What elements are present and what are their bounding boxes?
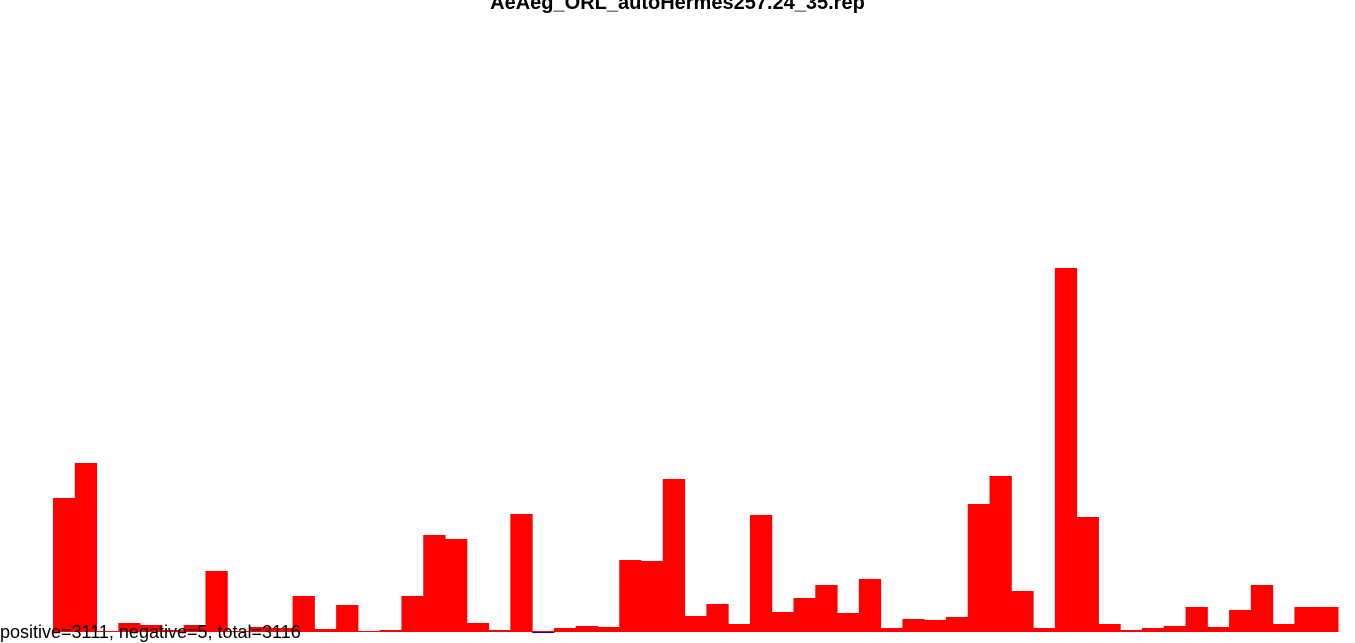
positive-bar — [466, 623, 490, 632]
positive-bar — [314, 629, 337, 632]
positive-bar — [728, 624, 751, 632]
positive-bar — [488, 630, 511, 632]
positive-bar — [96, 631, 119, 632]
positive-bar — [140, 625, 163, 632]
positive-bar — [1185, 607, 1208, 632]
positive-bar — [989, 476, 1012, 632]
positive-bar — [118, 623, 141, 632]
positive-bar — [880, 628, 903, 632]
positive-bar — [793, 598, 816, 632]
positive-bar — [249, 627, 272, 632]
positive-bar — [1076, 517, 1099, 632]
positive-bar — [945, 617, 969, 632]
positive-bar — [1294, 607, 1317, 632]
positive-bar — [379, 630, 402, 632]
negative-bars — [532, 632, 555, 633]
positive-bar — [1033, 628, 1056, 632]
positive-bar — [510, 514, 533, 632]
positive-bar — [1141, 628, 1165, 632]
negative-bar — [532, 632, 555, 633]
summary-counts: positive=3111, negative=5, total=3116 — [0, 622, 301, 642]
positive-bar — [619, 560, 642, 632]
positive-bar — [706, 604, 729, 632]
positive-bar — [597, 627, 620, 632]
positive-bar — [662, 479, 686, 632]
positive-bar — [837, 613, 860, 632]
positive-bar — [924, 620, 947, 632]
positive-bar — [684, 616, 707, 632]
positive-bar — [183, 625, 206, 632]
chart-title: AeAeg_ORL_autoHermes257.24_35.rep — [490, 0, 865, 14]
positive-bar — [902, 619, 925, 632]
positive-bar — [270, 628, 294, 632]
positive-bar — [357, 631, 381, 632]
positive-bar — [1207, 627, 1230, 632]
positive-bar — [553, 628, 577, 632]
positive-bar — [227, 631, 250, 632]
positive-bar — [1011, 591, 1034, 632]
positive-bar — [815, 585, 838, 632]
positive-bar — [1054, 268, 1078, 632]
positive-bar — [1229, 610, 1252, 632]
positive-bar — [1098, 624, 1121, 632]
positive-bar — [749, 515, 773, 632]
positive-bar — [771, 612, 795, 632]
positive-bar — [1120, 630, 1143, 632]
positive-bar — [292, 596, 315, 632]
positive-bar — [575, 626, 598, 632]
positive-bar — [401, 596, 424, 632]
positive-bar — [74, 463, 98, 632]
positive-bars — [53, 268, 1339, 632]
positive-bar — [641, 561, 664, 632]
positive-bar — [1163, 626, 1187, 632]
positive-bar — [53, 498, 76, 632]
positive-bar — [1250, 585, 1274, 632]
positive-bar — [858, 579, 882, 632]
positive-bar — [423, 535, 446, 632]
positive-bar — [967, 504, 991, 632]
positive-bar — [445, 539, 468, 632]
positive-bar — [205, 571, 228, 632]
positive-bar — [1316, 607, 1339, 632]
positive-bar — [1272, 624, 1295, 632]
positive-bar — [161, 630, 185, 632]
positive-bar — [532, 631, 555, 632]
positive-bar — [336, 605, 359, 632]
